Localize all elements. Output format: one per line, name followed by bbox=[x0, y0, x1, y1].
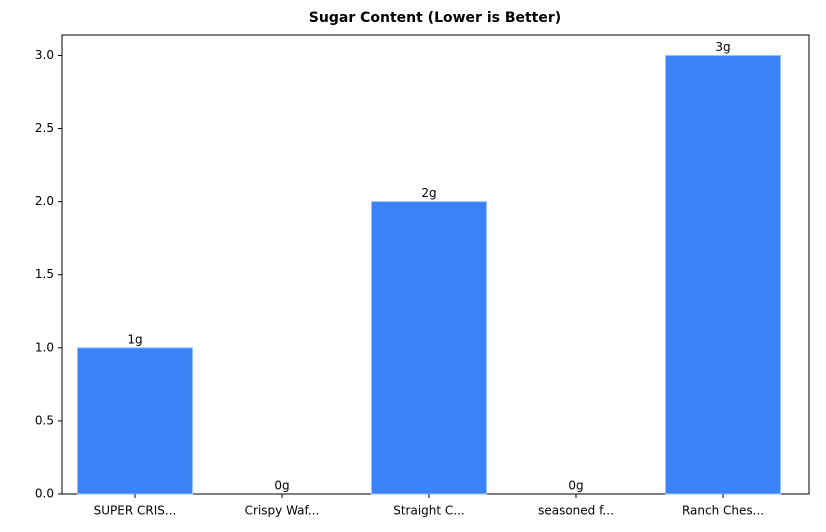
y-tick-label: 0.0 bbox=[35, 487, 54, 501]
y-tick-label: 3.0 bbox=[35, 48, 54, 62]
chart-title: Sugar Content (Lower is Better) bbox=[309, 10, 561, 26]
value-label: 3g bbox=[715, 40, 730, 54]
value-label: 2g bbox=[421, 186, 436, 200]
value-label: 0g bbox=[568, 479, 583, 493]
x-tick-label: SUPER CRIS... bbox=[94, 504, 177, 518]
bar bbox=[665, 54, 781, 495]
x-tick-label: seasoned f... bbox=[538, 504, 614, 518]
y-tick-label: 1.0 bbox=[35, 340, 54, 354]
value-label: 0g bbox=[274, 479, 289, 493]
x-tick-label: Crispy Waf... bbox=[245, 504, 320, 518]
x-tick-label: Ranch Ches... bbox=[682, 504, 764, 518]
y-tick-label: 2.5 bbox=[35, 121, 54, 135]
y-tick-label: 0.5 bbox=[35, 413, 54, 427]
bar bbox=[77, 347, 193, 495]
x-tick-label: Straight C... bbox=[393, 504, 465, 518]
value-label: 1g bbox=[127, 332, 142, 346]
y-tick-label: 2.0 bbox=[35, 194, 54, 208]
bar bbox=[371, 201, 487, 495]
y-tick-label: 1.5 bbox=[35, 267, 54, 281]
